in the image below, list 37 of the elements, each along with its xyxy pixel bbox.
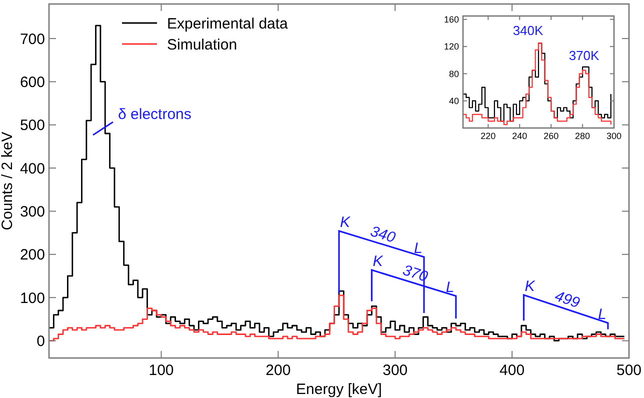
y-axis-title: Counts / 2 keV (0, 132, 16, 230)
x-tick-label: 400 (500, 362, 525, 379)
annotation: 499 (552, 288, 582, 312)
y-tick-label: 120 (444, 42, 459, 52)
y-tick-label: 300 (20, 203, 45, 220)
annotation: 340 (368, 222, 398, 247)
y-tick-label: 40 (448, 96, 459, 106)
y-tick-label: 100 (20, 290, 45, 307)
y-tick-label: 700 (20, 30, 45, 48)
annotation: K (524, 278, 536, 295)
y-tick-label: 400 (20, 160, 45, 178)
annotation: L (446, 279, 454, 296)
annotation: L (598, 306, 606, 323)
x-axis-title: Energy [keV] (296, 381, 382, 398)
x-tick-label: 500 (616, 362, 642, 379)
y-tick-label: 160 (444, 14, 459, 25)
x-tick-label: 240 (512, 131, 528, 141)
y-tick-label: 0 (36, 332, 45, 350)
x-tick-label: 260 (544, 131, 559, 141)
y-tick-label: 600 (20, 74, 45, 91)
legend-label: Simulation (167, 36, 238, 54)
annotation: 340K (512, 23, 544, 38)
annotation: K (372, 253, 384, 270)
x-tick-label: 300 (382, 362, 408, 379)
x-tick-label: 300 (606, 131, 622, 141)
annotation: 370K (568, 48, 600, 63)
y-tick-label: 200 (20, 246, 45, 264)
x-tick-label: 100 (148, 362, 174, 379)
x-tick-label: 220 (480, 131, 496, 141)
annotation: L (414, 240, 422, 257)
annotation: δ electrons (118, 106, 192, 123)
y-tick-label: 80 (448, 68, 459, 79)
legend-label: Experimental data (167, 15, 289, 32)
annotation: 370 (400, 262, 430, 286)
x-tick-label: 200 (266, 362, 291, 379)
x-tick-label: 280 (575, 131, 590, 141)
annotation: K (340, 214, 351, 231)
